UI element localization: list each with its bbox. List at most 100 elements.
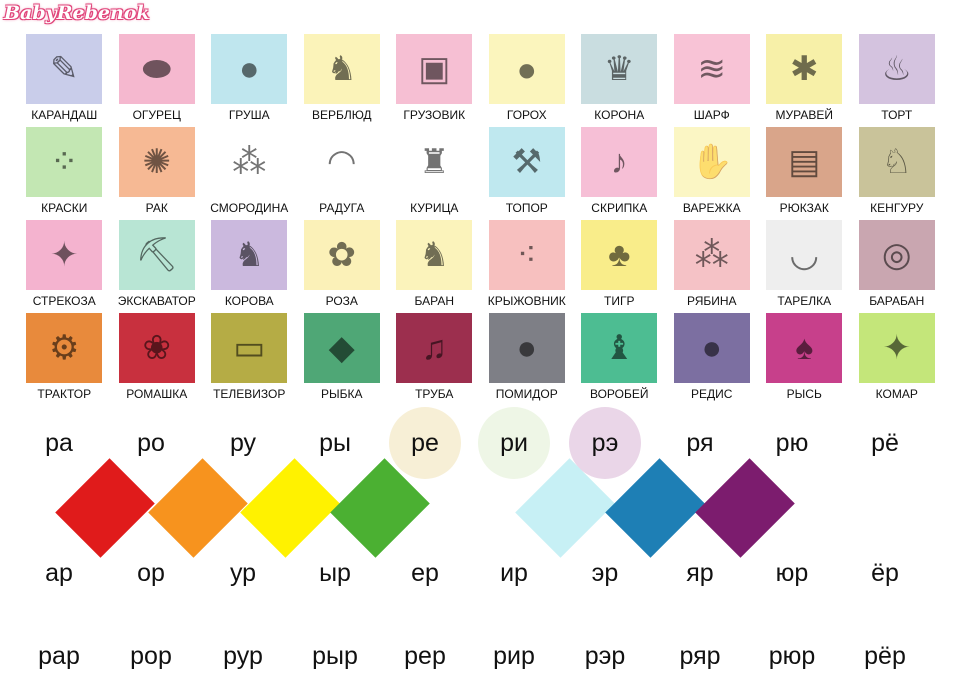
picture-grid: ✎ КАРАНДАШ ⬬ ОГУРЕЦ ● ГРУША ♞ ВЕРБЛЮД ▣ ГРУЗОВИК ⦁…: [18, 34, 943, 406]
crayfish-icon: ✺: [118, 127, 195, 197]
word-label: СМОРОДИНА: [210, 201, 289, 215]
picture-card: ♨ ТОРТ: [851, 34, 944, 127]
color-diamond: [240, 458, 340, 558]
vowel-circle: [478, 407, 550, 479]
radish-icon: ●: [673, 313, 750, 383]
picture-card: ▤ РЮКЗАК: [758, 127, 851, 220]
cucumber-icon: ⬬: [118, 34, 195, 104]
word-label: ТОРТ: [881, 108, 913, 122]
word-label: ОГУРЕЦ: [132, 108, 181, 122]
syllable: яр: [686, 559, 714, 587]
crown-icon: ♛: [581, 34, 658, 104]
syllable: ри: [500, 429, 528, 457]
syllable: ур: [229, 559, 257, 587]
trumpet-icon: ♫: [396, 313, 473, 383]
syllable: рэр: [584, 642, 626, 670]
truck-icon: ▣: [396, 34, 473, 104]
picture-card: ⚙ ТРАКТОР: [18, 313, 111, 406]
picture-card: ♘ КЕНГУРУ: [851, 127, 944, 220]
word-label: РЮКЗАК: [779, 201, 829, 215]
syllable: ар: [45, 559, 73, 587]
picture-card: ✋ ВАРЕЖКА: [666, 127, 759, 220]
cow-icon: ♞: [211, 220, 288, 290]
paints-icon: ⁘: [26, 127, 103, 197]
drum-icon: ◎: [858, 220, 935, 290]
pear-icon: ●: [211, 34, 288, 104]
lynx-icon: ♠: [766, 313, 843, 383]
picture-card: ✱ МУРАВЕЙ: [758, 34, 851, 127]
picture-card: ✿ РОЗА: [296, 220, 389, 313]
picture-card: ◎ БАРАБАН: [851, 220, 944, 313]
syllable: ро: [137, 429, 165, 457]
picture-card: ⛏ ЭКСКАВАТОР: [111, 220, 204, 313]
camel-icon: ♞: [303, 34, 380, 104]
mitten-icon: ✋: [673, 127, 750, 197]
word-label: ТОПОР: [505, 201, 548, 215]
picture-card: ● ПОМИДОР: [481, 313, 574, 406]
picture-card: ▭ ТЕЛЕВИЗОР: [203, 313, 296, 406]
syllable: рэ: [591, 429, 619, 457]
peas-icon: ⦁: [488, 34, 565, 104]
word-label: РАДУГА: [319, 201, 365, 215]
word-label: РЫБКА: [321, 387, 363, 401]
picture-card: ▣ ГРУЗОВИК: [388, 34, 481, 127]
fish-icon: ◆: [303, 313, 380, 383]
word-label: РОЗА: [325, 294, 358, 308]
syllable: ре: [411, 429, 439, 457]
picture-card: ◠ РАДУГА: [296, 127, 389, 220]
dragonfly-icon: ✦: [26, 220, 103, 290]
syllable: рир: [493, 642, 535, 670]
picture-card: ● РЕДИС: [666, 313, 759, 406]
syllable: рюр: [768, 642, 816, 670]
word-label: КУРИЦА: [410, 201, 459, 215]
word-label: ПОМИДОР: [495, 387, 558, 401]
word-label: КРЫЖОВНИК: [487, 294, 566, 308]
picture-card: ♞ КОРОВА: [203, 220, 296, 313]
scarf-icon: ≋: [673, 34, 750, 104]
word-label: ТАРЕЛКА: [777, 294, 832, 308]
picture-card: ✎ КАРАНДАШ: [18, 34, 111, 127]
picture-card: ♝ ВОРОБЕЙ: [573, 313, 666, 406]
picture-card: ≋ ШАРФ: [666, 34, 759, 127]
word-label: ГОРОХ: [506, 108, 547, 122]
word-label: КОРОВА: [224, 294, 274, 308]
picture-card: ✦ КОМАР: [851, 313, 944, 406]
picture-card: ♛ КОРОНА: [573, 34, 666, 127]
violin-icon: ♪: [581, 127, 658, 197]
word-label: РОМАШКА: [126, 387, 188, 401]
word-label: КЕНГУРУ: [870, 201, 924, 215]
word-label: КОМАР: [875, 387, 918, 401]
syllable: ра: [45, 429, 73, 457]
color-diamond: [695, 458, 795, 558]
syllable: рёр: [864, 642, 906, 670]
word-label: ЭКСКАВАТОР: [117, 294, 196, 308]
picture-card: ⦁ ГОРОХ: [481, 34, 574, 127]
word-label: ТИГР: [604, 294, 635, 308]
picture-card: ⁂ РЯБИНА: [666, 220, 759, 313]
word-label: БАРАБАН: [869, 294, 925, 308]
word-label: ТЕЛЕВИЗОР: [213, 387, 286, 401]
gooseberry-icon: ⁖: [488, 220, 565, 290]
tiger-icon: ♣: [581, 220, 658, 290]
mosquito-icon: ✦: [858, 313, 935, 383]
word-label: КОРОНА: [594, 108, 645, 122]
tractor-icon: ⚙: [26, 313, 103, 383]
picture-card: ✦ СТРЕКОЗА: [18, 220, 111, 313]
syllable: юр: [775, 559, 809, 587]
syllable: ыр: [319, 559, 351, 587]
syllable: ры: [319, 429, 351, 457]
syllable: рер: [404, 642, 446, 670]
picture-card: ⁖ КРЫЖОВНИК: [481, 220, 574, 313]
cake-icon: ♨: [858, 34, 935, 104]
picture-card: ◆ РЫБКА: [296, 313, 389, 406]
picture-card: ⚒ ТОПОР: [481, 127, 574, 220]
picture-card: ♜ КУРИЦА: [388, 127, 481, 220]
syllable: ряр: [679, 642, 721, 670]
word-label: МУРАВЕЙ: [775, 108, 833, 122]
picture-card: ⁂ СМОРОДИНА: [203, 127, 296, 220]
picture-card: ❀ РОМАШКА: [111, 313, 204, 406]
word-label: РЕДИС: [691, 387, 733, 401]
sparrow-icon: ♝: [581, 313, 658, 383]
word-label: ШАРФ: [693, 108, 730, 122]
word-label: БАРАН: [414, 294, 455, 308]
